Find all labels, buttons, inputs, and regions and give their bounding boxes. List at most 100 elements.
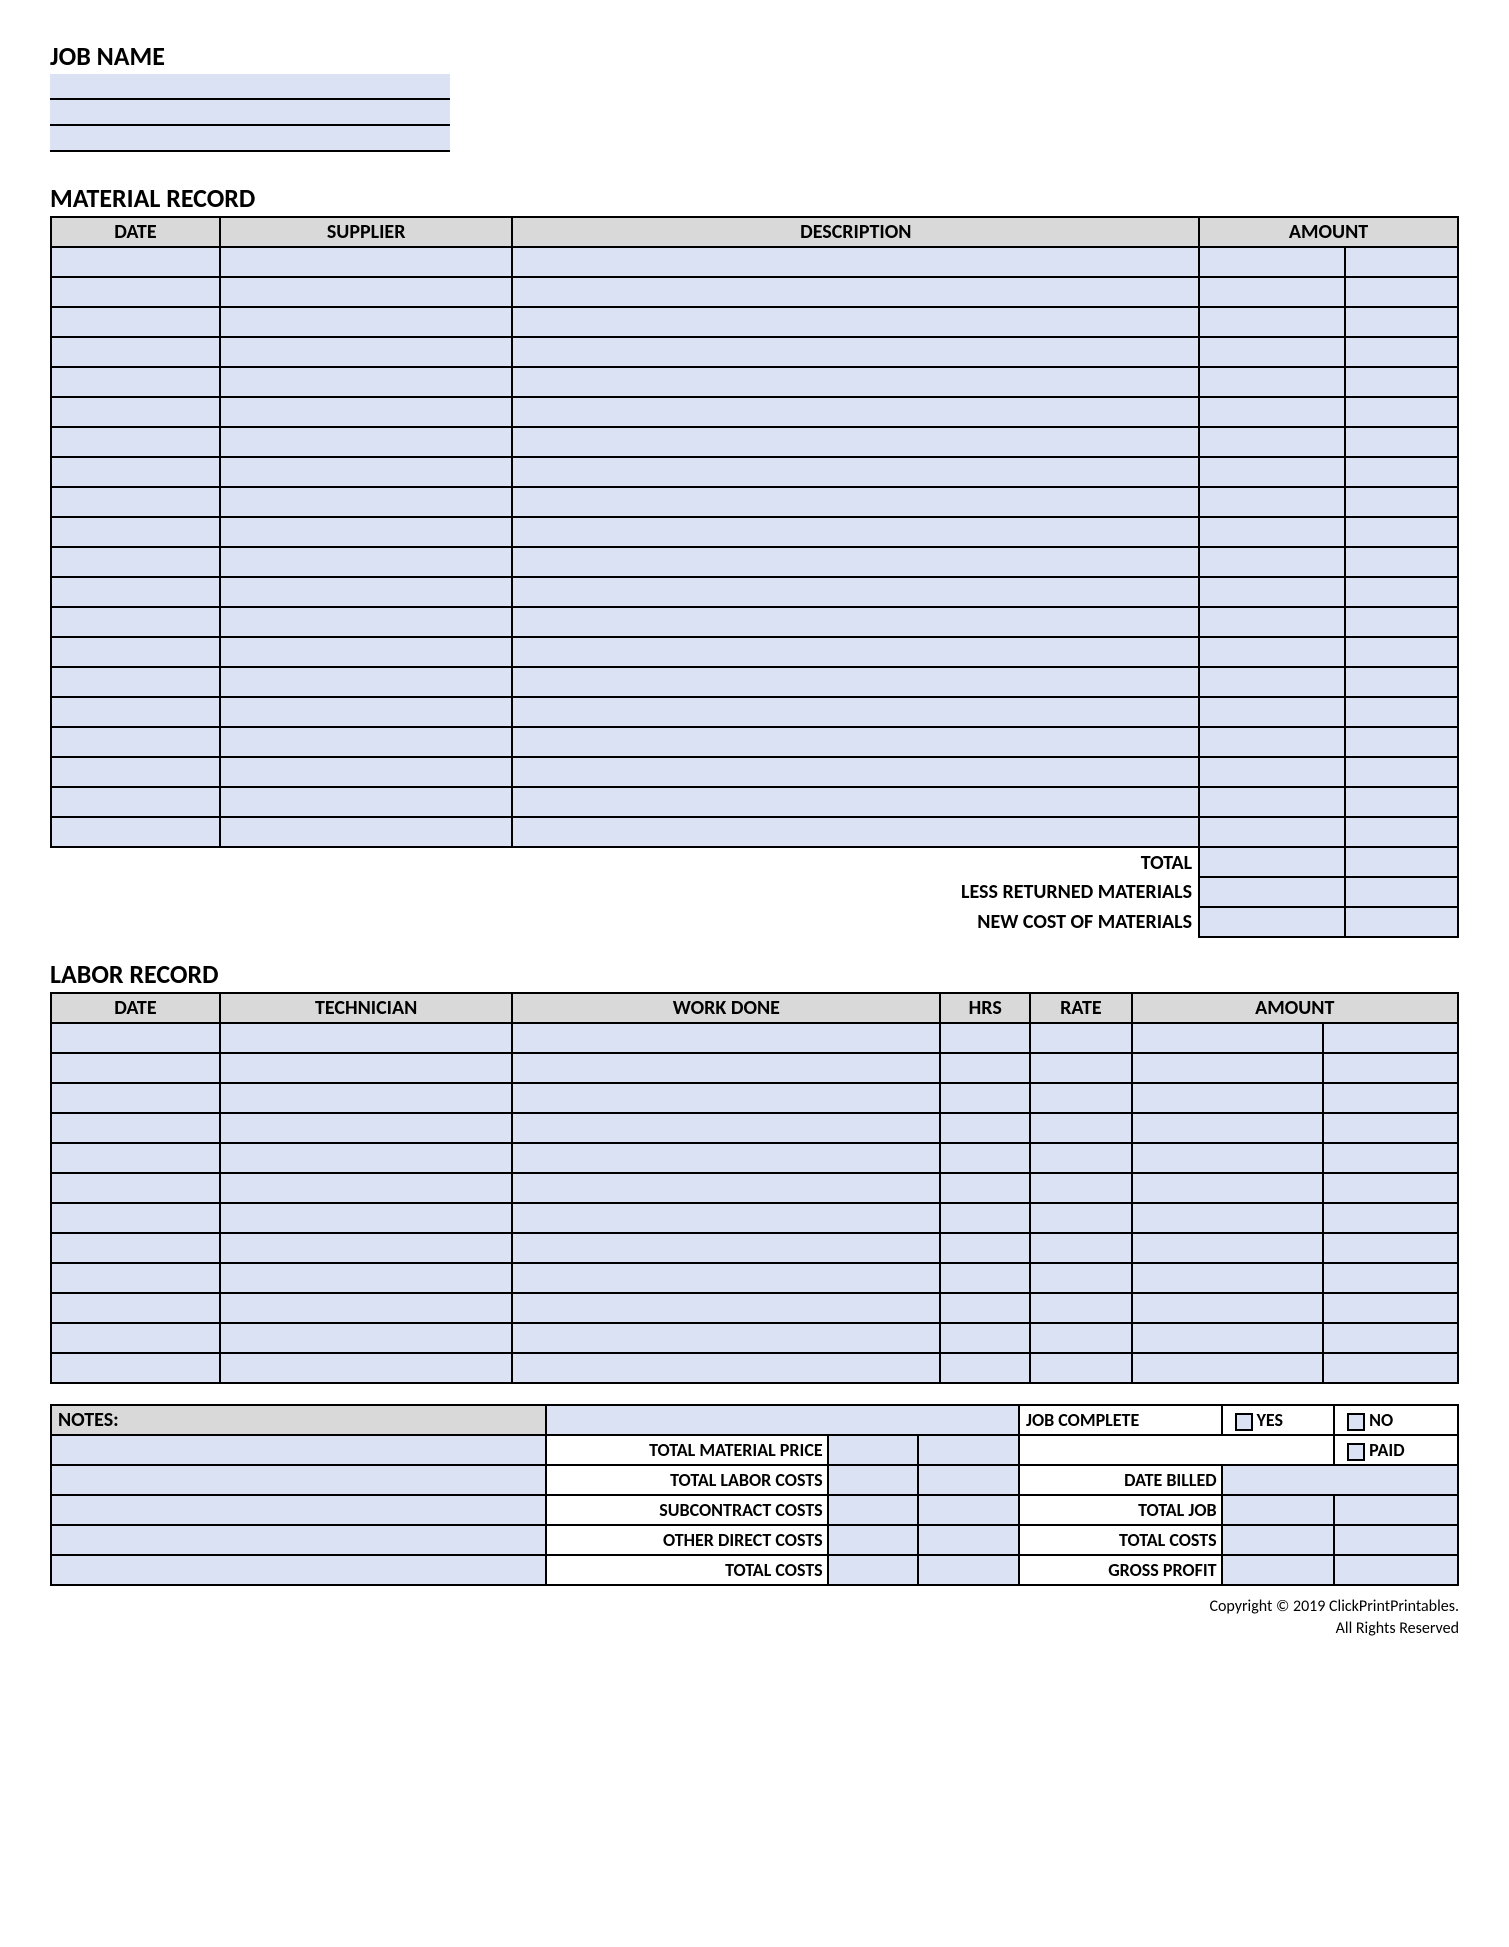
material-cell[interactable]	[220, 727, 513, 757]
labor-cell[interactable]	[940, 1143, 1030, 1173]
labor-cell[interactable]	[512, 1233, 940, 1263]
material-cell[interactable]	[220, 607, 513, 637]
total-labor-costs-b[interactable]	[918, 1465, 1019, 1495]
labor-cell[interactable]	[940, 1233, 1030, 1263]
material-cell[interactable]	[1345, 397, 1458, 427]
material-cell[interactable]	[51, 397, 220, 427]
other-direct-costs-b[interactable]	[918, 1525, 1019, 1555]
labor-cell[interactable]	[940, 1263, 1030, 1293]
labor-cell[interactable]	[1323, 1053, 1458, 1083]
material-cell[interactable]	[51, 667, 220, 697]
material-cell[interactable]	[51, 427, 220, 457]
no-option[interactable]: NO	[1334, 1405, 1458, 1435]
labor-cell[interactable]	[51, 1113, 220, 1143]
labor-cell[interactable]	[940, 1083, 1030, 1113]
labor-cell[interactable]	[51, 1323, 220, 1353]
labor-cell[interactable]	[220, 1173, 513, 1203]
labor-cell[interactable]	[220, 1143, 513, 1173]
material-cell[interactable]	[220, 817, 513, 847]
material-cell[interactable]	[220, 307, 513, 337]
material-cell[interactable]	[512, 787, 1199, 817]
material-cell[interactable]	[1199, 547, 1345, 577]
labor-cell[interactable]	[1132, 1173, 1323, 1203]
material-cell[interactable]	[220, 757, 513, 787]
labor-cell[interactable]	[51, 1293, 220, 1323]
gross-profit-b[interactable]	[1334, 1555, 1458, 1585]
material-cell[interactable]	[1199, 517, 1345, 547]
labor-cell[interactable]	[940, 1113, 1030, 1143]
labor-cell[interactable]	[512, 1083, 940, 1113]
labor-cell[interactable]	[1030, 1203, 1131, 1233]
material-cell[interactable]	[1199, 757, 1345, 787]
material-cell[interactable]	[512, 397, 1199, 427]
material-cell[interactable]	[1345, 787, 1458, 817]
labor-cell[interactable]	[1030, 1083, 1131, 1113]
labor-cell[interactable]	[1323, 1323, 1458, 1353]
labor-cell[interactable]	[1030, 1293, 1131, 1323]
labor-cell[interactable]	[1323, 1263, 1458, 1293]
material-cell[interactable]	[1345, 517, 1458, 547]
labor-cell[interactable]	[1132, 1323, 1323, 1353]
labor-cell[interactable]	[1132, 1263, 1323, 1293]
labor-cell[interactable]	[1030, 1113, 1131, 1143]
material-cell[interactable]	[512, 427, 1199, 457]
material-new-cost-value-a[interactable]	[1199, 907, 1345, 937]
material-cell[interactable]	[512, 277, 1199, 307]
labor-cell[interactable]	[220, 1353, 513, 1383]
labor-cell[interactable]	[1132, 1203, 1323, 1233]
labor-cell[interactable]	[220, 1323, 513, 1353]
subcontract-costs-b[interactable]	[918, 1495, 1019, 1525]
job-name-input-line[interactable]	[50, 126, 450, 152]
total-material-price-b[interactable]	[918, 1435, 1019, 1465]
labor-cell[interactable]	[1132, 1293, 1323, 1323]
material-cell[interactable]	[1199, 247, 1345, 277]
labor-cell[interactable]	[51, 1233, 220, 1263]
material-cell[interactable]	[1345, 607, 1458, 637]
labor-cell[interactable]	[512, 1323, 940, 1353]
labor-cell[interactable]	[51, 1263, 220, 1293]
material-cell[interactable]	[220, 787, 513, 817]
material-cell[interactable]	[1345, 367, 1458, 397]
gross-profit-a[interactable]	[1222, 1555, 1335, 1585]
labor-cell[interactable]	[512, 1203, 940, 1233]
material-less-returned-value-b[interactable]	[1345, 877, 1458, 907]
job-name-input-line[interactable]	[50, 74, 450, 100]
material-cell[interactable]	[220, 247, 513, 277]
labor-cell[interactable]	[1132, 1023, 1323, 1053]
labor-cell[interactable]	[1030, 1263, 1131, 1293]
material-cell[interactable]	[51, 727, 220, 757]
total-costs-b[interactable]	[918, 1555, 1019, 1585]
material-cell[interactable]	[220, 367, 513, 397]
labor-cell[interactable]	[512, 1053, 940, 1083]
labor-cell[interactable]	[1323, 1143, 1458, 1173]
material-cell[interactable]	[1345, 757, 1458, 787]
labor-cell[interactable]	[512, 1353, 940, 1383]
labor-cell[interactable]	[51, 1203, 220, 1233]
material-cell[interactable]	[51, 637, 220, 667]
labor-cell[interactable]	[940, 1053, 1030, 1083]
material-cell[interactable]	[51, 337, 220, 367]
material-cell[interactable]	[1199, 697, 1345, 727]
labor-cell[interactable]	[1030, 1323, 1131, 1353]
material-cell[interactable]	[512, 367, 1199, 397]
material-cell[interactable]	[1199, 607, 1345, 637]
job-name-input-line[interactable]	[50, 100, 450, 126]
labor-cell[interactable]	[1030, 1353, 1131, 1383]
material-new-cost-value-b[interactable]	[1345, 907, 1458, 937]
material-cell[interactable]	[51, 307, 220, 337]
material-cell[interactable]	[1199, 487, 1345, 517]
labor-cell[interactable]	[1132, 1113, 1323, 1143]
labor-cell[interactable]	[51, 1353, 220, 1383]
material-cell[interactable]	[220, 337, 513, 367]
material-cell[interactable]	[1345, 727, 1458, 757]
material-cell[interactable]	[1345, 337, 1458, 367]
labor-cell[interactable]	[512, 1293, 940, 1323]
labor-cell[interactable]	[1030, 1023, 1131, 1053]
labor-cell[interactable]	[940, 1323, 1030, 1353]
material-cell[interactable]	[1345, 457, 1458, 487]
labor-cell[interactable]	[940, 1023, 1030, 1053]
material-cell[interactable]	[220, 487, 513, 517]
labor-cell[interactable]	[940, 1353, 1030, 1383]
labor-cell[interactable]	[1030, 1143, 1131, 1173]
material-cell[interactable]	[220, 427, 513, 457]
